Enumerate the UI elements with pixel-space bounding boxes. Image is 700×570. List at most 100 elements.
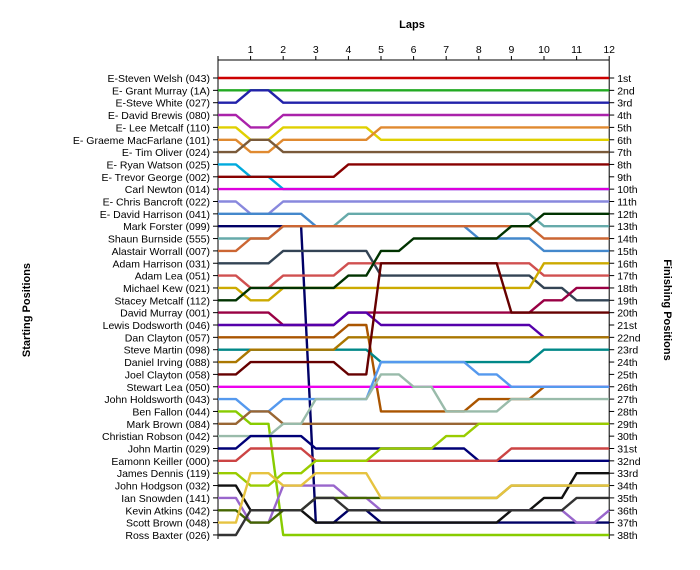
driver-label: Christian Robson (042) (102, 431, 210, 443)
finishing-label: 29th (617, 419, 638, 431)
driver-label: Scott Brown (048) (126, 518, 210, 530)
driver-label: Alastair Worrall (007) (112, 246, 210, 258)
series-line-11 (218, 200, 610, 215)
driver-label: Ben Fallon (044) (132, 406, 210, 418)
finishing-label: 14th (617, 234, 638, 246)
laps-axis-title: Laps (399, 19, 425, 31)
finishing-label: 15th (617, 246, 638, 258)
finishing-label: 21st (617, 320, 637, 332)
finishing-label: 26th (617, 382, 638, 394)
lap-label: 12 (603, 44, 615, 56)
driver-label: E-Steven Welsh (043) (107, 73, 210, 85)
driver-label: John Holdsworth (043) (104, 394, 210, 406)
finishing-label: 16th (617, 258, 638, 270)
finishing-label: 1st (617, 73, 631, 85)
finishing-label: 23rd (617, 345, 638, 357)
driver-label: E- Tim Oliver (024) (122, 147, 210, 159)
series-line-15 (218, 225, 610, 253)
series-line-4 (218, 113, 610, 129)
lap-label: 8 (476, 44, 482, 56)
lap-label: 1 (248, 44, 254, 56)
series-line-5 (218, 126, 610, 141)
finishing-label: 10th (617, 184, 638, 196)
driver-label: E- Lee Metcalf (110) (116, 122, 210, 134)
finishing-label: 20th (617, 308, 638, 320)
series-line-9 (218, 163, 610, 178)
driver-label: E- Grant Murray (1A) (112, 85, 210, 97)
driver-label: Shaun Burnside (555) (108, 234, 210, 246)
lap-label: 7 (443, 44, 449, 56)
finishing-positions-axis-title: Finishing Positions (661, 259, 673, 360)
finishing-label: 2nd (617, 85, 635, 97)
finishing-label: 33rd (617, 468, 638, 480)
finishing-label: 17th (617, 271, 638, 283)
lap-label: 9 (508, 44, 514, 56)
lap-label: 6 (411, 44, 417, 56)
series-line-28 (218, 410, 610, 537)
lap-label: 2 (280, 44, 286, 56)
finishing-label: 3rd (617, 98, 632, 110)
driver-label: Steve Martin (098) (124, 345, 210, 357)
driver-label: Lewis Dodsworth (046) (103, 320, 210, 332)
driver-label: Eamonn Keiller (000) (111, 456, 210, 468)
driver-label: E-Steve White (027) (115, 98, 210, 110)
finishing-label: 34th (617, 481, 638, 493)
driver-label: Dan Clayton (057) (125, 332, 210, 344)
series-line-23 (218, 348, 610, 364)
finishing-label: 36th (617, 505, 638, 517)
series-line-30 (218, 373, 610, 438)
finishing-label: 4th (617, 110, 632, 122)
finishing-label: 9th (617, 172, 632, 184)
series-line-19 (218, 212, 610, 302)
driver-label: David Murray (001) (120, 308, 210, 320)
driver-label: E- Ryan Watson (025) (107, 159, 210, 171)
driver-label: Kevin Atkins (042) (125, 505, 210, 517)
driver-label: E- David Brewis (080) (108, 110, 210, 122)
series-line-32 (218, 447, 610, 462)
driver-label: Carl Newton (014) (125, 184, 210, 196)
series-line-21 (218, 311, 610, 339)
finishing-label: 35th (617, 493, 638, 505)
driver-label: E- David Harrison (041) (100, 209, 210, 221)
finishing-label: 32nd (617, 456, 641, 468)
series-line-25 (218, 262, 610, 376)
driver-label: Daniel Irving (088) (124, 357, 210, 369)
series-line-33 (218, 422, 610, 487)
finishing-label: 28th (617, 406, 638, 418)
series-line-3 (218, 89, 610, 104)
lap-label: 10 (538, 44, 550, 56)
series-line-38 (218, 496, 610, 537)
finishing-label: 18th (617, 283, 638, 295)
lap-tick-labels: 1 2 3 4 5 6 7 8 9 10 11 12 (248, 44, 616, 56)
driver-label: John Hodgson (032) (115, 481, 210, 493)
driver-label: Adam Lea (051) (135, 271, 210, 283)
driver-label: Ian Snowden (141) (121, 493, 210, 505)
starting-positions-axis-title: Starting Positions (21, 263, 33, 357)
finishing-label: 6th (617, 135, 632, 147)
driver-label: E- Trevor George (002) (101, 172, 210, 184)
driver-label: Mark Forster (099) (123, 221, 210, 233)
finishing-label: 13th (617, 221, 638, 233)
series-line-24 (218, 336, 610, 364)
finishing-label: 31st (617, 444, 637, 456)
finishing-label: 22nd (617, 332, 641, 344)
starting-position-labels: E-Steven Welsh (043)E- Grant Murray (1A)… (73, 73, 210, 542)
driver-label: Ross Baxter (026) (125, 530, 210, 542)
lap-label: 5 (378, 44, 384, 56)
finishing-position-labels: 1st2nd3rd4th5th6th7th8th9th10th11th12th1… (617, 73, 641, 542)
lap-label: 3 (313, 44, 319, 56)
finishing-label: 5th (617, 122, 632, 134)
series-line-6 (218, 126, 610, 154)
lap-label: 4 (345, 44, 351, 56)
series-line-27 (218, 360, 610, 413)
finishing-label: 37th (617, 518, 638, 530)
finishing-label: 19th (617, 295, 638, 307)
finishing-label: 12th (617, 209, 638, 221)
driver-label: Adam Harrison (031) (113, 258, 210, 270)
finishing-label: 30th (617, 431, 638, 443)
series-line-29 (218, 410, 610, 425)
driver-label: E- Graeme MacFarlane (101) (73, 135, 210, 147)
driver-label: Michael Kew (021) (123, 283, 210, 295)
finishing-label: 8th (617, 159, 632, 171)
